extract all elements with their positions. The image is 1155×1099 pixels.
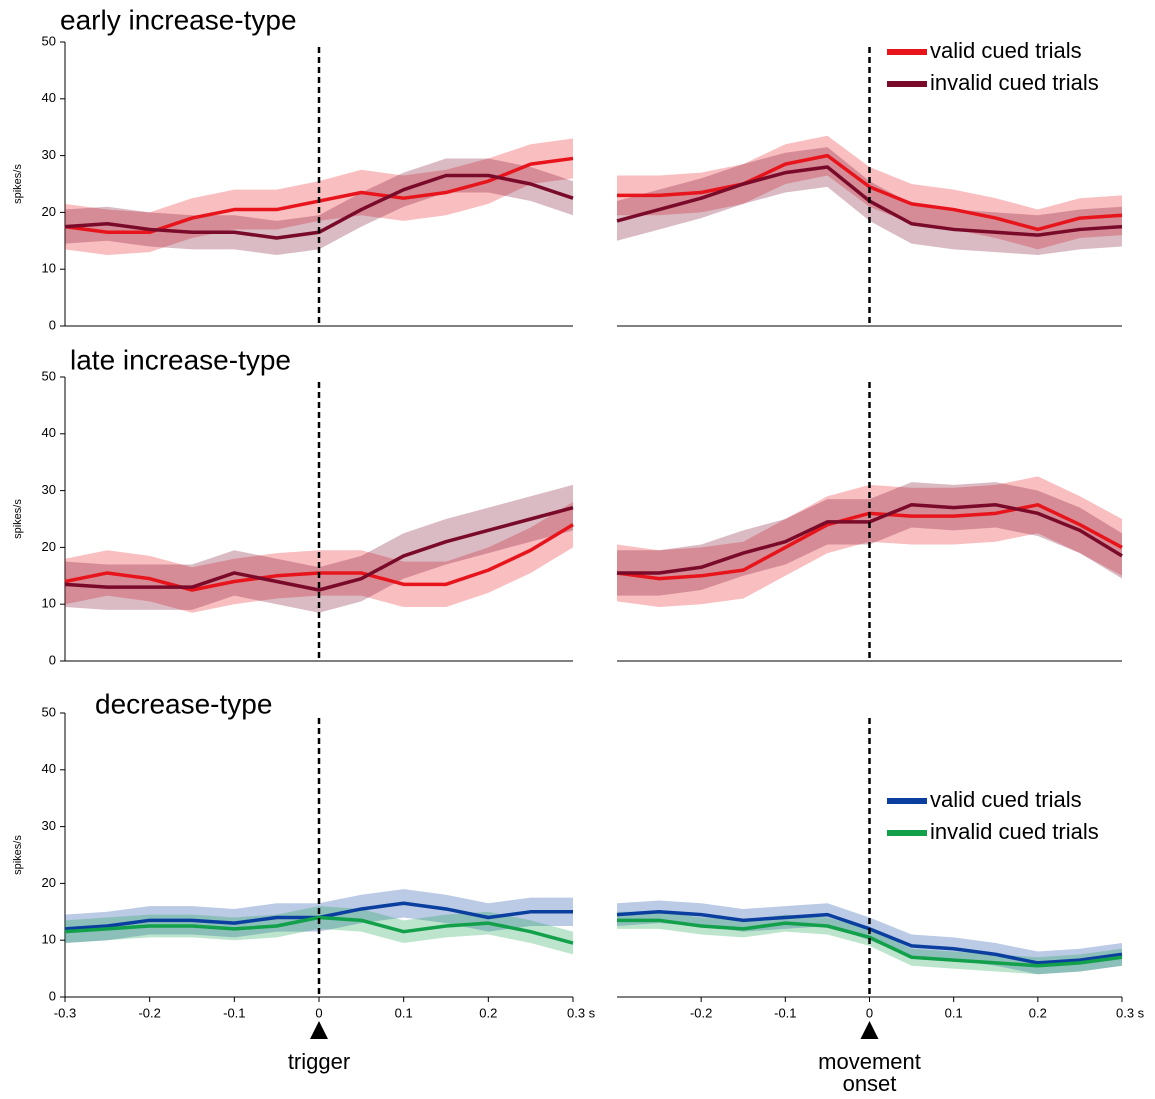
- series-line: [64, 505, 574, 592]
- y-tick-label: 50: [42, 368, 56, 383]
- y-axis-label: spikes/s: [12, 164, 24, 204]
- y-tick-label: 0: [49, 652, 56, 667]
- y-tick-label: 30: [42, 147, 56, 162]
- x-tick-label: 0: [866, 1005, 873, 1020]
- event-marker: [860, 1021, 879, 1039]
- y-tick-label: 40: [42, 761, 56, 776]
- event-label: trigger: [287, 1049, 351, 1074]
- x-tick-label: -0.1: [223, 1005, 245, 1020]
- x-tick-label: 0.1: [395, 1005, 413, 1020]
- series-line: [617, 918, 1123, 968]
- y-tick-label: 20: [42, 204, 56, 219]
- y-tick-label: 30: [42, 818, 56, 833]
- y-tick-label: 30: [42, 482, 56, 497]
- legend-label: invalid cued trials: [930, 819, 1099, 844]
- panel-title: late increase-type: [70, 344, 291, 375]
- x-tick-label: 0.2: [479, 1005, 497, 1020]
- x-tick-label: -0.2: [690, 1005, 712, 1020]
- x-tick-label: -0.3: [54, 1005, 76, 1020]
- y-tick-label: 50: [42, 704, 56, 719]
- x-tick-label: -0.1: [774, 1005, 796, 1020]
- y-tick-label: 10: [42, 596, 56, 611]
- x-tick-label: 0.1: [945, 1005, 963, 1020]
- y-tick-label: 20: [42, 875, 56, 890]
- series-line: [617, 503, 1123, 575]
- x-tick-label: 0.3 s: [567, 1005, 596, 1020]
- y-tick-label: 0: [49, 988, 56, 1003]
- series-line: [617, 153, 1123, 232]
- panel-title: early increase-type: [60, 4, 297, 35]
- error-band: [617, 476, 1122, 608]
- x-tick-label: 0.3 s: [1116, 1005, 1145, 1020]
- legend-label: valid cued trials: [930, 38, 1082, 63]
- y-axis-label: spikes/s: [12, 499, 24, 539]
- y-tick-label: 0: [49, 317, 56, 332]
- x-tick-label: 0.2: [1029, 1005, 1047, 1020]
- y-axis-label: spikes/s: [12, 835, 24, 875]
- y-tick-label: 40: [42, 425, 56, 440]
- event-marker: [310, 1021, 328, 1039]
- y-tick-label: 20: [42, 539, 56, 554]
- x-tick-label: -0.2: [138, 1005, 160, 1020]
- x-tick-label: 0: [315, 1005, 322, 1020]
- y-tick-label: 10: [42, 932, 56, 947]
- error-band: [65, 138, 573, 255]
- event-label: movement onset: [818, 1049, 921, 1096]
- y-tick-label: 50: [42, 33, 56, 48]
- y-tick-label: 40: [42, 90, 56, 105]
- y-tick-label: 10: [42, 261, 56, 276]
- legend-label: invalid cued trials: [930, 70, 1099, 95]
- legend-label: valid cued trials: [930, 787, 1082, 812]
- error-band: [65, 484, 573, 613]
- series-line: [64, 915, 574, 945]
- error-band: [617, 482, 1122, 596]
- panel-title: decrease-type: [95, 688, 272, 719]
- error-band: [65, 906, 573, 955]
